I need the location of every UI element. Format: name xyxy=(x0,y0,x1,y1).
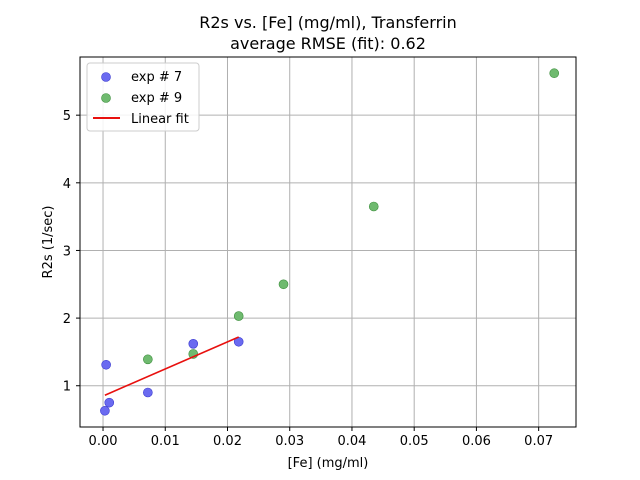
x-tick-label: 0.00 xyxy=(89,434,118,449)
y-tick-label: 4 xyxy=(63,177,71,192)
data-point-exp-7 xyxy=(188,339,199,349)
legend-label-linear-fit: Linear fit xyxy=(131,112,189,127)
data-point-exp-9 xyxy=(368,201,379,212)
y-tick-label: 2 xyxy=(63,312,71,327)
data-point-exp-7 xyxy=(100,405,110,416)
x-tick-label: 0.05 xyxy=(400,434,429,449)
x-tick-label: 0.01 xyxy=(151,434,180,449)
data-point-exp-7 xyxy=(104,397,115,408)
legend-box xyxy=(86,62,200,132)
data-point-exp-7 xyxy=(143,387,153,398)
series-line-linear-fit xyxy=(104,336,240,396)
y-tick-label: 3 xyxy=(63,244,71,259)
x-tick-label: 0.02 xyxy=(213,434,242,449)
data-point-exp-7 xyxy=(101,359,111,370)
x-tick-label: 0.06 xyxy=(462,434,491,449)
data-point-exp-9 xyxy=(143,354,153,365)
data-point-exp-9 xyxy=(278,279,289,290)
legend: exp # 7 exp # 9 Linear fit xyxy=(86,62,200,132)
legend-label-exp-7: exp # 7 xyxy=(131,70,182,85)
legend-marker-exp-9 xyxy=(101,93,111,103)
y-tick-label: 5 xyxy=(63,109,71,124)
chart-subtitle: average RMSE (fit): 0.62 xyxy=(230,34,426,53)
data-point-exp-9 xyxy=(233,311,244,321)
legend-label-exp-9: exp # 9 xyxy=(131,91,182,106)
x-axis-label: [Fe] (mg/ml) xyxy=(288,456,369,471)
y-axis-label: R2s (1/sec) xyxy=(41,206,56,279)
data-point-exp-9 xyxy=(549,68,560,79)
y-tick-label: 1 xyxy=(63,380,71,395)
legend-marker-exp-7 xyxy=(101,72,111,82)
plot-area-frame xyxy=(79,56,577,428)
y-axis-ticks: 1 2 3 4 5 xyxy=(63,109,80,395)
x-tick-label: 0.04 xyxy=(337,434,366,449)
x-axis-ticks: 0.00 0.01 0.02 0.03 0.04 0.05 0.06 0.07 xyxy=(89,427,553,449)
grid xyxy=(80,57,576,427)
plot-series xyxy=(100,68,560,416)
x-tick-label: 0.03 xyxy=(275,434,304,449)
chart-title: R2s vs. [Fe] (mg/ml), Transferrin xyxy=(199,13,456,32)
x-tick-label: 0.07 xyxy=(524,434,553,449)
